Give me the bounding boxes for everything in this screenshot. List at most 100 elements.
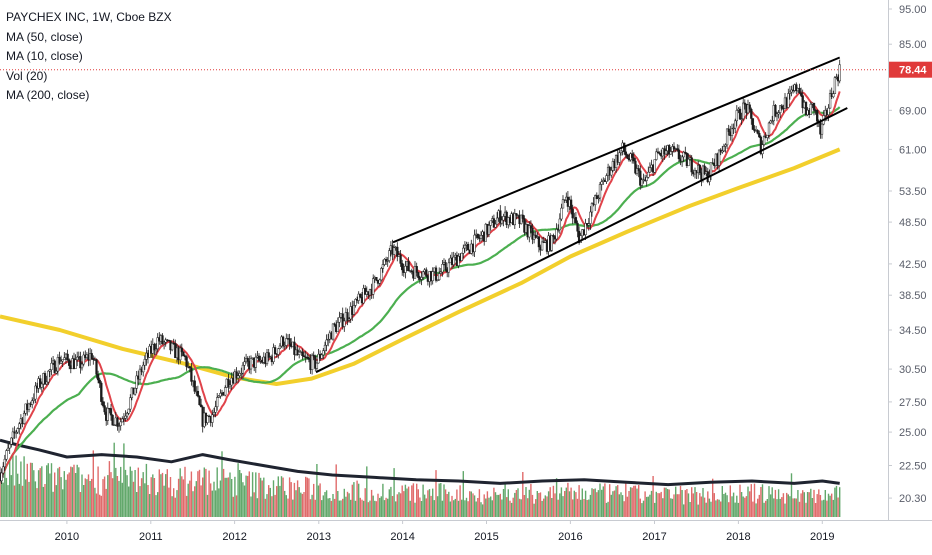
- candle-body: [590, 203, 594, 213]
- volume-bar: [366, 466, 368, 517]
- candle: [170, 342, 174, 352]
- volume-bar: [55, 485, 57, 517]
- volume-bar: [650, 490, 653, 517]
- volume-bars: [0, 438, 841, 517]
- candle-body: [14, 431, 18, 434]
- legend-ma50[interactable]: MA (50, close): [6, 29, 83, 44]
- candle: [774, 104, 777, 118]
- candle-body: [717, 149, 721, 166]
- candle: [555, 223, 558, 241]
- volume-bar: [769, 494, 772, 517]
- volume-bar: [776, 499, 778, 517]
- legend-volume[interactable]: Vol (20): [6, 68, 48, 83]
- volume-bar: [731, 496, 733, 517]
- candle-body: [219, 393, 222, 397]
- candle-body: [676, 148, 679, 151]
- channel-lower-line[interactable]: [315, 107, 848, 374]
- volume-bar: [781, 497, 783, 517]
- candle-body: [243, 361, 246, 366]
- candle-body: [677, 149, 681, 160]
- volume-bar: [317, 485, 320, 517]
- volume-bar: [25, 479, 27, 517]
- candle-body: [0, 472, 3, 481]
- candle-body: [119, 421, 122, 426]
- candle: [647, 166, 650, 179]
- time-tick-label: 2012: [222, 531, 246, 543]
- candle-body: [182, 351, 185, 357]
- volume-bar: [60, 477, 62, 517]
- volume-bar: [539, 492, 542, 517]
- volume-bar: [609, 484, 611, 517]
- candle: [682, 150, 685, 163]
- volume-bar: [287, 498, 289, 517]
- candle: [154, 343, 158, 356]
- candle: [206, 415, 209, 425]
- volume-bar: [749, 491, 751, 517]
- volume-bar: [158, 469, 160, 517]
- volume-bar: [818, 489, 820, 517]
- candle: [396, 242, 399, 262]
- volume-bar: [695, 492, 698, 517]
- volume-bar: [491, 500, 493, 517]
- candle-body: [653, 159, 656, 173]
- volume-bar: [94, 487, 96, 517]
- candle: [687, 153, 690, 167]
- time-tick-label: 2019: [810, 531, 834, 543]
- candle-body: [143, 359, 146, 366]
- volume-bar: [266, 494, 268, 517]
- candle: [39, 374, 42, 390]
- volume-bar: [490, 496, 492, 517]
- volume-bar: [512, 497, 514, 517]
- channel-upper-line[interactable]: [392, 56, 841, 244]
- candle-body: [56, 357, 60, 372]
- candle: [182, 351, 185, 357]
- candle: [185, 355, 188, 371]
- volume-bar: [330, 500, 333, 517]
- candle-body: [162, 342, 166, 344]
- volume-bar: [160, 474, 162, 517]
- candle: [499, 205, 502, 228]
- candle: [799, 87, 803, 97]
- volume-bar: [641, 503, 643, 517]
- volume-bar: [71, 467, 74, 517]
- volume-bar: [92, 450, 94, 517]
- volume-bar: [73, 464, 75, 517]
- candle: [212, 407, 216, 418]
- candle-body: [799, 92, 803, 96]
- candle: [198, 395, 201, 406]
- volume-bar: [280, 476, 283, 517]
- volume-bar: [551, 498, 553, 517]
- candle-body: [39, 378, 42, 388]
- candle: [637, 165, 640, 178]
- volume-bar: [346, 491, 349, 517]
- candle: [285, 333, 288, 349]
- volume-bar: [187, 483, 189, 517]
- volume-bar: [391, 496, 394, 517]
- candle-body: [333, 323, 336, 326]
- volume-bar: [271, 496, 273, 517]
- candle-body: [463, 245, 467, 249]
- candle-body: [124, 415, 127, 419]
- time-tick-label: 2010: [55, 531, 79, 543]
- volume-bar: [113, 442, 115, 517]
- candle-body: [380, 268, 383, 281]
- volume-bar: [126, 475, 128, 517]
- candle-body: [381, 264, 385, 269]
- legend-ma10[interactable]: MA (10, close): [6, 49, 83, 63]
- last-price-tag[interactable]: [889, 61, 932, 78]
- volume-bar: [572, 499, 574, 517]
- volume-bar: [557, 499, 559, 517]
- legend-ma200[interactable]: MA (200, close): [6, 88, 90, 102]
- volume-bar: [531, 494, 534, 517]
- candle: [735, 105, 738, 127]
- candle-body: [542, 241, 545, 243]
- volume-bar: [453, 500, 455, 517]
- candle: [762, 134, 766, 147]
- legend-title[interactable]: PAYCHEX INC, 1W, Cboe BZX: [6, 10, 172, 24]
- candle-body: [740, 118, 743, 120]
- candle: [121, 416, 124, 423]
- candle-body: [594, 195, 597, 206]
- candle: [756, 129, 759, 135]
- volume-bar: [65, 479, 67, 517]
